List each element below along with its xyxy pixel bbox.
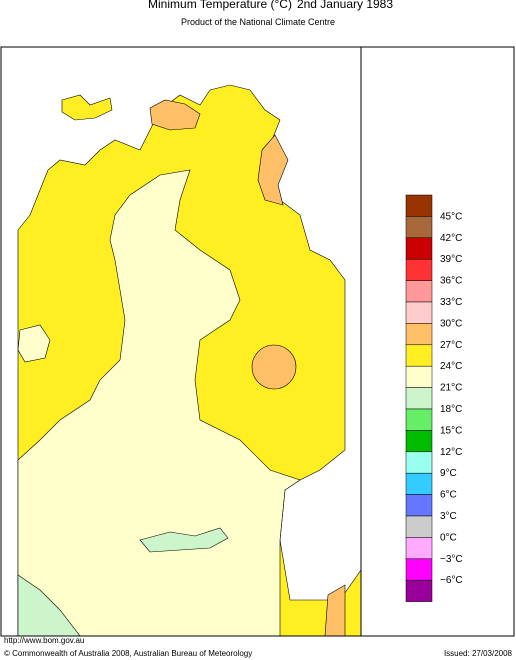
legend-label: 18°C [440,404,462,415]
legend-label: 0°C [440,532,457,543]
map [17,84,362,637]
region-orange-circle [251,344,297,390]
legend-swatch [405,323,433,346]
title: Minimum Temperature (°C) [148,0,292,11]
legend-swatch [405,280,433,303]
legend-label: 3°C [440,511,457,522]
legend-label: 30°C [440,318,462,329]
legend-label: 45°C [440,211,462,222]
legend-label: 21°C [440,383,462,394]
region-green [17,574,81,637]
legend-swatch [405,472,433,495]
url: http://www.bom.gov.au [4,636,84,645]
island-yellow [61,94,113,121]
legend-swatch [405,430,433,453]
region-green-band [139,527,229,553]
region-cream [17,169,301,637]
legend-label: 15°C [440,425,462,436]
legend-swatch [405,237,433,260]
issued: Issued: 27/03/2008 [444,649,513,658]
legend-swatch [405,537,433,560]
date: 2nd January 1983 [297,0,393,11]
legend-label: 39°C [440,254,462,265]
region-cream-west [17,324,51,363]
legend-swatch [405,515,433,538]
legend-swatch [405,365,433,388]
legend-label: 33°C [440,297,462,308]
legend-label: 24°C [440,361,462,372]
legend-swatch [405,216,433,239]
legend-swatch [405,579,433,602]
legend-label: −3°C [440,554,463,565]
legend-label: 36°C [440,276,462,287]
copyright: © Commonwealth of Australia 2008, Austra… [4,649,252,658]
region-orange-south [324,584,346,637]
legend: 45°C 42°C 39°C 36°C 33°C 30°C 27°C 24°C 21°C 18°C… [405,194,463,602]
legend-swatch [405,194,433,217]
legend-swatch [405,301,433,324]
legend-swatch [405,494,433,517]
legend-label: 27°C [440,340,462,351]
legend-swatch [405,558,433,581]
legend-label: 9°C [440,468,457,479]
legend-swatch [405,387,433,410]
region-orange-east [257,134,289,206]
region-orange-north [149,99,201,131]
legend-swatch [405,408,433,431]
legend-swatch [405,344,433,367]
legend-label: −6°C [440,575,463,586]
legend-swatch [405,258,433,281]
legend-label: 42°C [440,233,462,244]
legend-label: 12°C [440,447,462,458]
subtitle: Product of the National Climate Centre [181,17,335,27]
legend-frame [360,46,515,637]
legend-label: 6°C [440,490,457,501]
legend-swatch [405,451,433,474]
